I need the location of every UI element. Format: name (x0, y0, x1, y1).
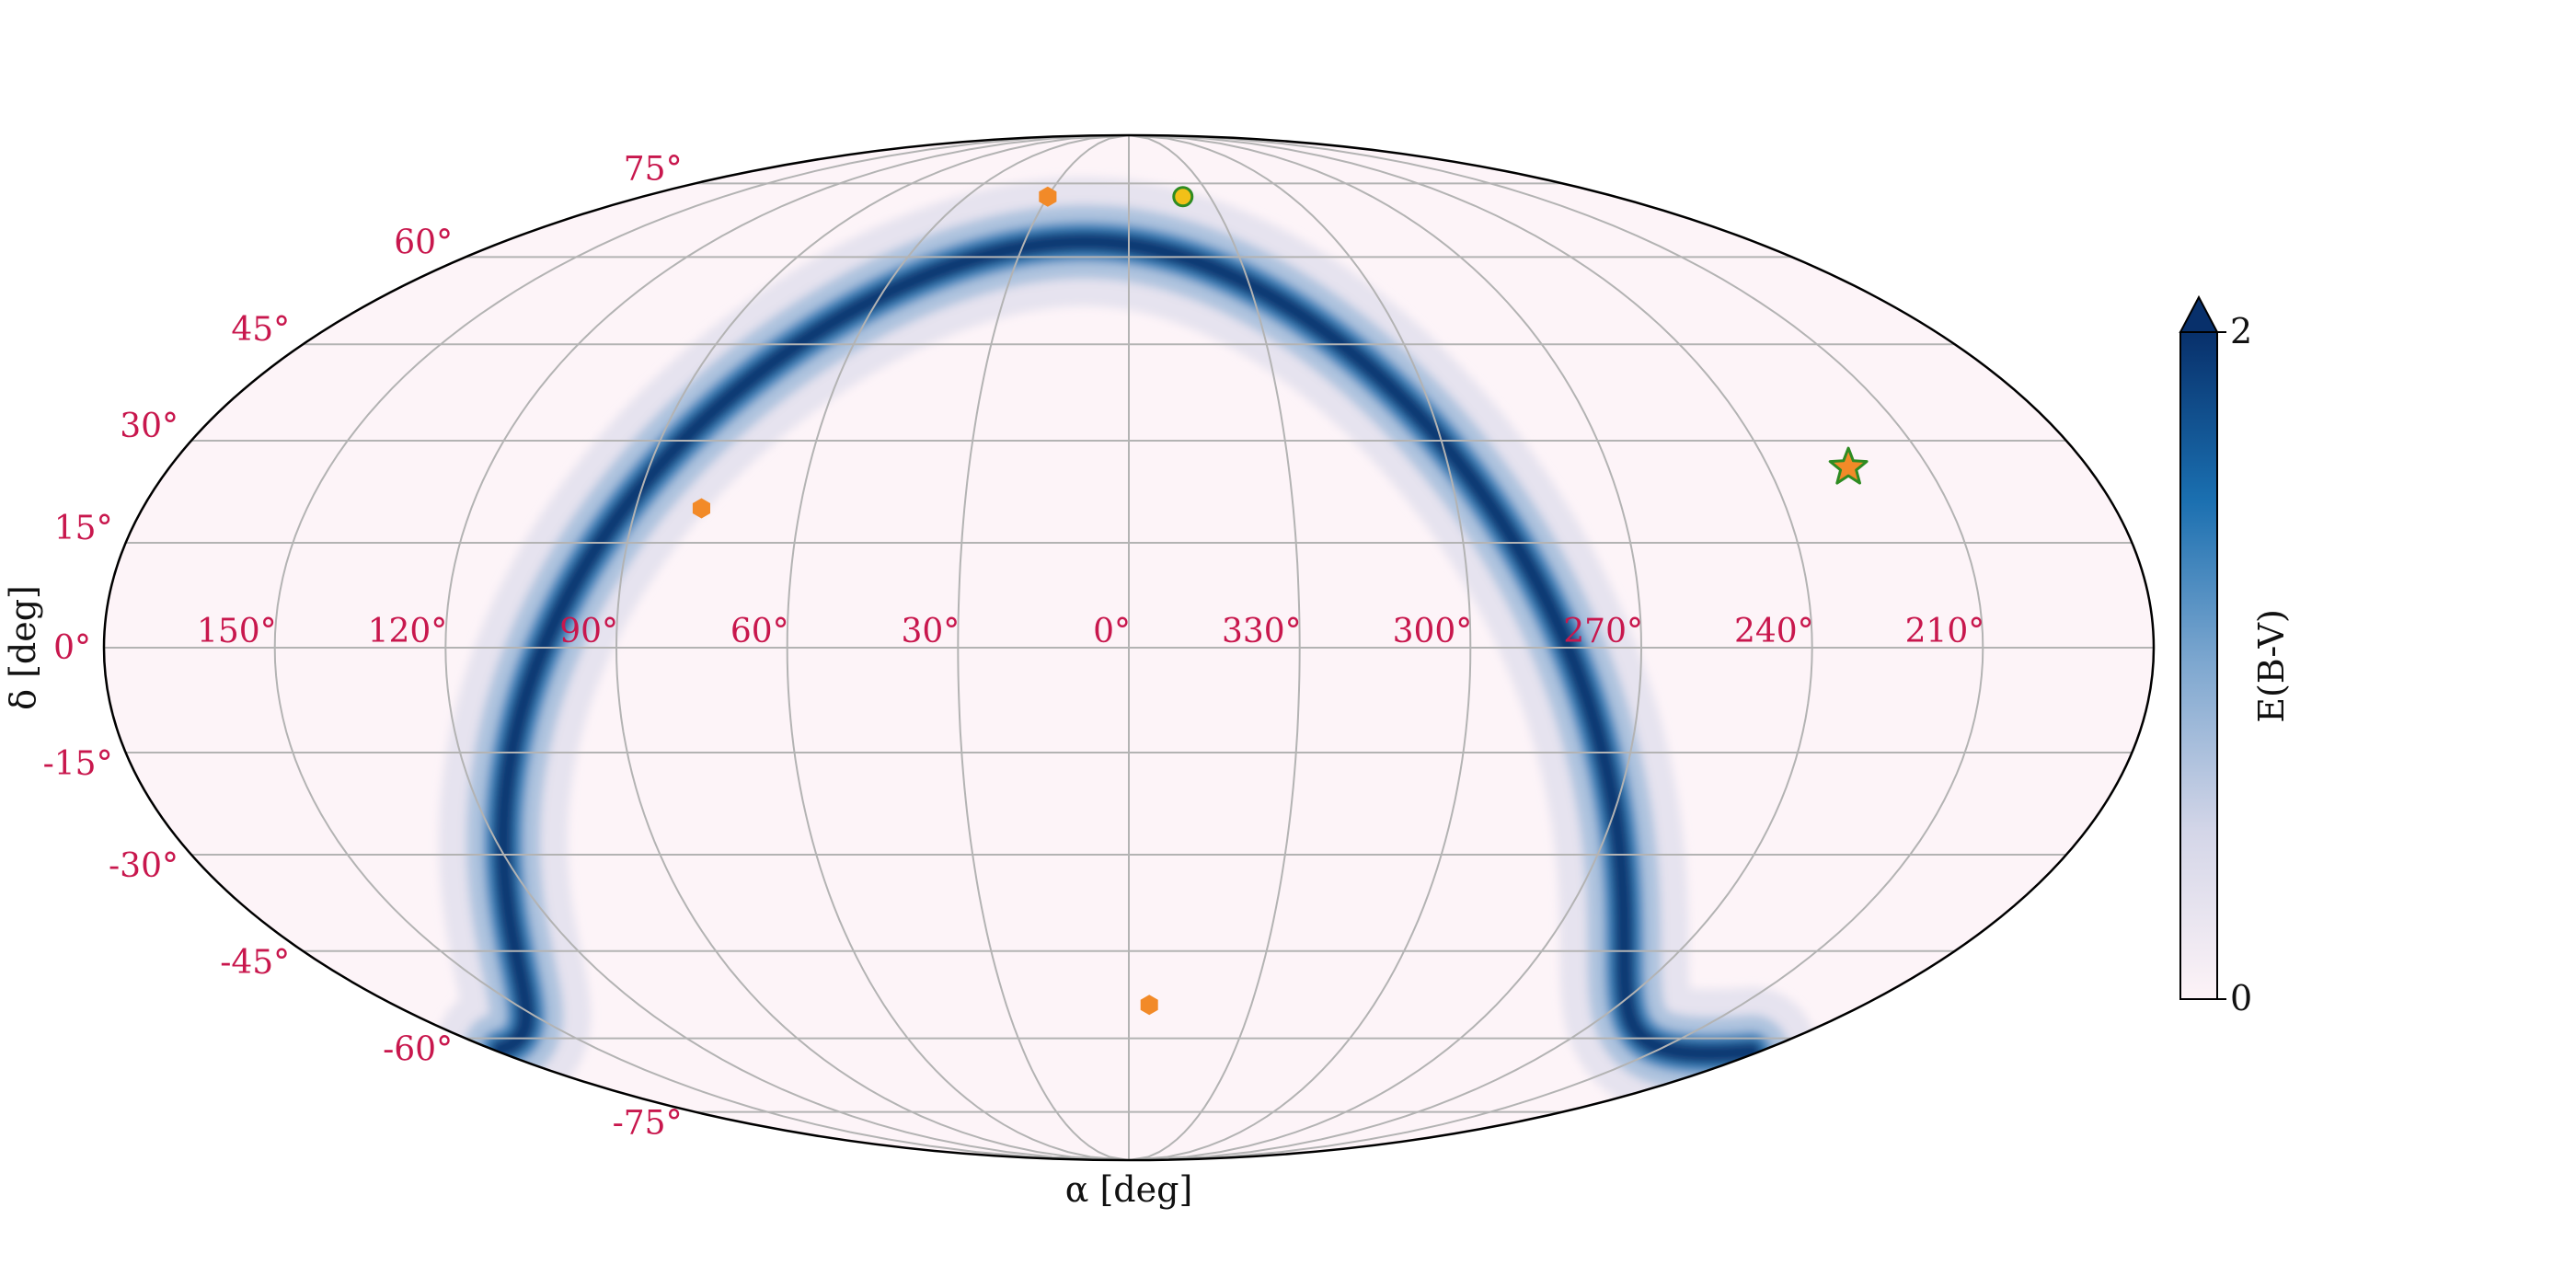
dec-tick-label: 60° (394, 224, 453, 261)
dec-tick-label: 0° (53, 629, 91, 667)
dec-tick-label: -60° (383, 1031, 453, 1069)
grid-line-ra (1128, 135, 1472, 1160)
ra-tick-label: 60° (730, 613, 789, 650)
ra-tick-label: 30° (901, 613, 960, 650)
colorbar-extend-arrow (2179, 294, 2219, 333)
colorbar-tick-min: 0 (2230, 978, 2252, 1018)
grid-line-ra (615, 135, 1130, 1160)
grid-line-ra (1128, 135, 1643, 1160)
dec-tick-label: -75° (613, 1105, 683, 1143)
ra-tick-label: 120° (368, 613, 448, 650)
grid-line-ra (273, 135, 1130, 1160)
dec-tick-labels: 75° 60° 45° 30° 15° 0° -15° -30° -45° -60° -75° (43, 150, 683, 1142)
ra-tick-label: 240° (1734, 613, 1814, 650)
x-axis-label: α [deg] (1065, 1169, 1193, 1210)
ra-tick-label: 90° (559, 613, 618, 650)
dec-tick-label: -30° (109, 847, 178, 885)
marker-star (1828, 446, 1869, 485)
marker-circle (1172, 186, 1194, 208)
marker-hexagon (1039, 186, 1057, 207)
ra-tick-labels: 150° 120° 90° 60° 30° 0° 330° 300° 270° 240° 210° (197, 613, 1984, 650)
colorbar-tick-max: 2 (2230, 311, 2252, 351)
map-area: 150° 120° 90° 60° 30° 0° 330° 300° 270° 240° 210° … (43, 133, 2156, 1162)
graticule-layer (104, 135, 2154, 1160)
dec-tick-label: 75° (624, 150, 683, 188)
dec-tick-label: -45° (220, 944, 290, 982)
grid-line-ra (1128, 135, 1301, 1160)
marker-hexagon (692, 498, 710, 519)
dec-tick-label: 45° (231, 311, 290, 349)
dec-tick-label: 15° (54, 510, 113, 547)
colorbar-bar (2179, 331, 2218, 1000)
dec-tick-label: 30° (120, 408, 178, 445)
ra-tick-label: 270° (1563, 613, 1643, 650)
grid-line-ra (444, 135, 1130, 1160)
grid-line-ra (1128, 135, 1813, 1160)
grid-line-ra (786, 135, 1130, 1160)
colorbar-label: E(B-V) (2251, 609, 2292, 723)
markers-layer (692, 186, 1869, 1016)
colorbar: 2 0 E(B-V) (2179, 294, 2292, 1018)
ra-tick-label: 300° (1393, 613, 1473, 650)
ra-tick-label: 210° (1905, 613, 1985, 650)
ra-tick-label: 150° (197, 613, 277, 650)
marker-hexagon (1140, 995, 1158, 1016)
map-boundary (102, 133, 2156, 1162)
grid-line-ra (957, 135, 1130, 1160)
dec-tick-label: -15° (43, 745, 113, 783)
ra-tick-label: 0° (1093, 613, 1131, 650)
grid-line-ra (1128, 135, 1984, 1160)
y-axis-label: δ [deg] (3, 585, 43, 710)
ra-tick-label: 330° (1222, 613, 1302, 650)
